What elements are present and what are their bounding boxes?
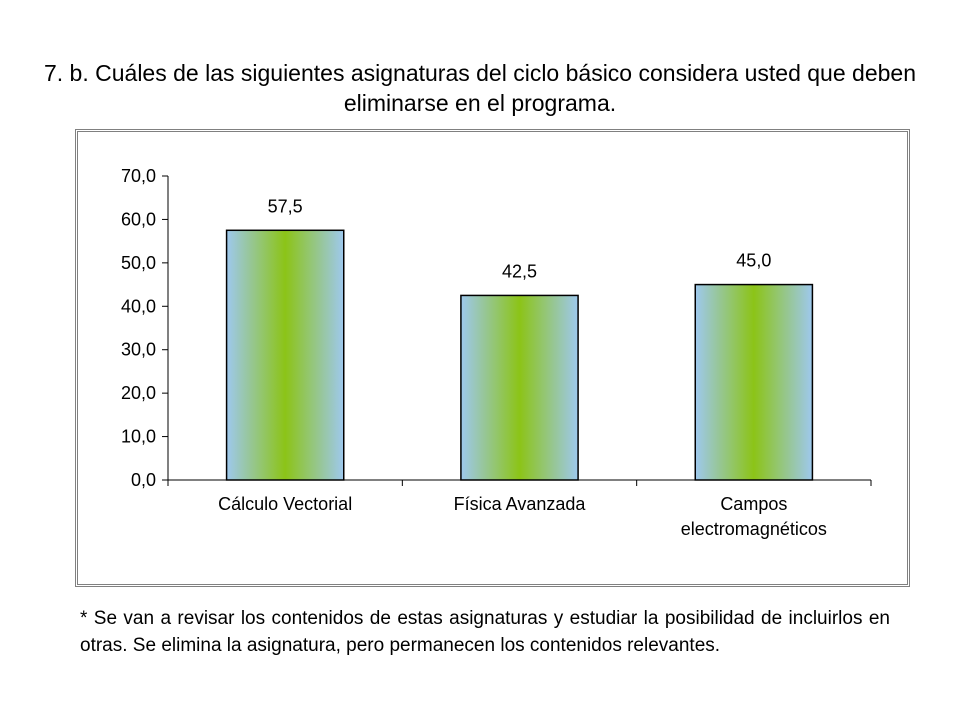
category-label: Campos [720,494,787,514]
page-title: 7. b. Cuáles de las siguientes asignatur… [43,60,916,116]
bar [460,294,579,481]
y-tick-label: 40,0 [121,296,156,316]
chart-frame: 0,0 10,0 20,0 30,0 40,0 50,0 60,0 70,0 57,5 Cálcu… [75,129,910,587]
data-label: 57,5 [268,196,303,216]
footnote: * Se van a revisar los contenidos de est… [80,608,890,656]
y-tick-label: 0,0 [131,470,156,490]
y-tick-label: 10,0 [121,427,156,447]
bar [225,229,345,481]
data-label: 42,5 [502,261,537,281]
y-tick-label: 20,0 [121,383,156,403]
category-label: electromagnéticos [681,519,827,539]
category-label: Cálculo Vectorial [218,494,352,514]
bar [694,283,814,481]
data-label: 45,0 [736,251,771,271]
category-label: Física Avanzada [454,494,587,514]
bar-chart: 0,0 10,0 20,0 30,0 40,0 50,0 60,0 70,0 57,5 Cálcu… [121,166,872,539]
y-tick-label: 70,0 [121,166,156,186]
y-tick-label: 50,0 [121,253,156,273]
y-tick-label: 60,0 [121,209,156,229]
y-tick-label: 30,0 [121,340,156,360]
